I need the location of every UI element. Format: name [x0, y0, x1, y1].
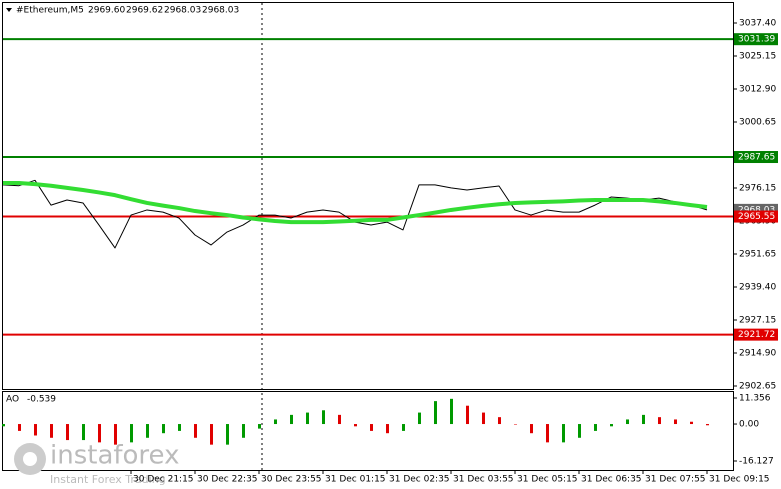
ao-bar [578, 424, 581, 438]
y-tick-label: 3037.40 [739, 18, 776, 28]
level-label: 2987.65 [738, 153, 775, 163]
ao-bar [658, 417, 661, 425]
ao-bar [50, 424, 53, 438]
ao-bar [434, 401, 437, 425]
ao-bar [290, 414, 293, 425]
header-price: 2968.03 [202, 6, 239, 16]
ao-frame [2, 391, 734, 471]
ao-bar [674, 419, 677, 425]
y-tick-label: 2976.15 [739, 184, 776, 194]
x-tick-label: 30 Dec 21:15 [133, 475, 194, 485]
x-tick-label: 30 Dec 22:35 [197, 475, 258, 485]
level-tag [734, 33, 778, 46]
ao-bar [258, 424, 261, 429]
y-tick-label: 2939.40 [739, 283, 776, 293]
x-tick-label: 30 Dec 23:55 [261, 475, 322, 485]
x-tick-label: 31 Dec 03:55 [453, 475, 514, 485]
watermark-brand: instaforex [50, 441, 179, 471]
x-tick-label: 31 Dec 02:35 [389, 475, 450, 485]
ao-bar [162, 424, 165, 434]
ao-bar [114, 424, 117, 445]
ao-bar [642, 414, 645, 425]
ao-bar [482, 412, 485, 425]
price-frame [2, 2, 734, 390]
ao-bar [690, 421, 693, 425]
ao-bar [178, 424, 181, 431]
x-tick-label: 31 Dec 07:55 [645, 475, 706, 485]
ao-bar [546, 424, 549, 443]
ao-bar [370, 424, 373, 431]
y-tick-label: 3025.15 [739, 51, 776, 61]
level-label: 2921.72 [738, 330, 775, 340]
x-tick-label: 31 Dec 09:15 [709, 475, 770, 485]
ao-bar [146, 424, 149, 438]
header-arrow [6, 8, 12, 12]
y-tick-label: 2927.15 [739, 316, 776, 326]
level-tag [734, 210, 778, 223]
ao-bar [386, 424, 389, 434]
chart-title: #Ethereum,M5 [16, 6, 84, 16]
ao-bar [226, 424, 229, 445]
watermark-logo-inner [23, 452, 37, 466]
ao-bar [306, 412, 309, 425]
ao-bar [450, 398, 453, 425]
ao-bar [594, 424, 597, 431]
x-tick-label: 31 Dec 05:15 [517, 475, 578, 485]
ao-bar [242, 424, 245, 438]
ao-bar [18, 424, 21, 431]
ao-bar [498, 417, 501, 425]
x-tick-label: 31 Dec 01:15 [325, 475, 386, 485]
ao-bar [210, 424, 213, 445]
watermark-tagline: Instant Forex Trading [50, 473, 166, 486]
ao-bar [418, 412, 421, 425]
ao-bar [354, 424, 357, 427]
watermark: instaforex Instant Forex Trading [14, 441, 179, 486]
level-label: 3031.39 [738, 35, 775, 45]
level-tag [734, 151, 778, 164]
ao-bar [34, 424, 37, 436]
ao-bar [626, 419, 629, 425]
y-tick-label: 11.356 [739, 394, 771, 404]
ao-bar [338, 414, 341, 425]
y-tick-label: 0.00 [739, 420, 759, 430]
ao-bar [514, 424, 517, 425]
header-price: 2969.62 [126, 6, 163, 16]
ao-bar [82, 424, 85, 441]
ao-bar [706, 424, 709, 426]
ao-bar [610, 424, 613, 427]
ao-bar [530, 424, 533, 434]
ao-bar [466, 405, 469, 425]
ao-bar [98, 424, 101, 443]
header-price: 2968.03 [164, 6, 201, 16]
moving-average [3, 181, 708, 225]
y-tick-label: -16.127 [739, 456, 774, 466]
ao-bar [2, 424, 5, 427]
header-price: 2969.60 [88, 6, 125, 16]
current-price-label: 2968.03 [738, 205, 775, 215]
x-tick-label: 31 Dec 06:35 [581, 475, 642, 485]
y-tick-label: 2951.65 [739, 250, 776, 260]
y-tick-label: 3000.65 [739, 117, 776, 127]
ao-bar [194, 424, 197, 438]
ao-bar [274, 419, 277, 425]
y-tick-label: 3012.90 [739, 84, 776, 94]
level-label: 2965.55 [738, 212, 775, 222]
y-tick-label: 2914.90 [739, 349, 776, 359]
ao-bar [402, 424, 405, 431]
ao-title: AO [6, 395, 19, 405]
y-tick-label: 2902.65 [739, 382, 776, 392]
ao-bar [322, 410, 325, 425]
ao-current: -0.539 [27, 395, 56, 405]
ao-bar [562, 424, 565, 443]
ao-bar [66, 424, 69, 441]
ao-bar [130, 424, 133, 443]
level-tag [734, 328, 778, 341]
